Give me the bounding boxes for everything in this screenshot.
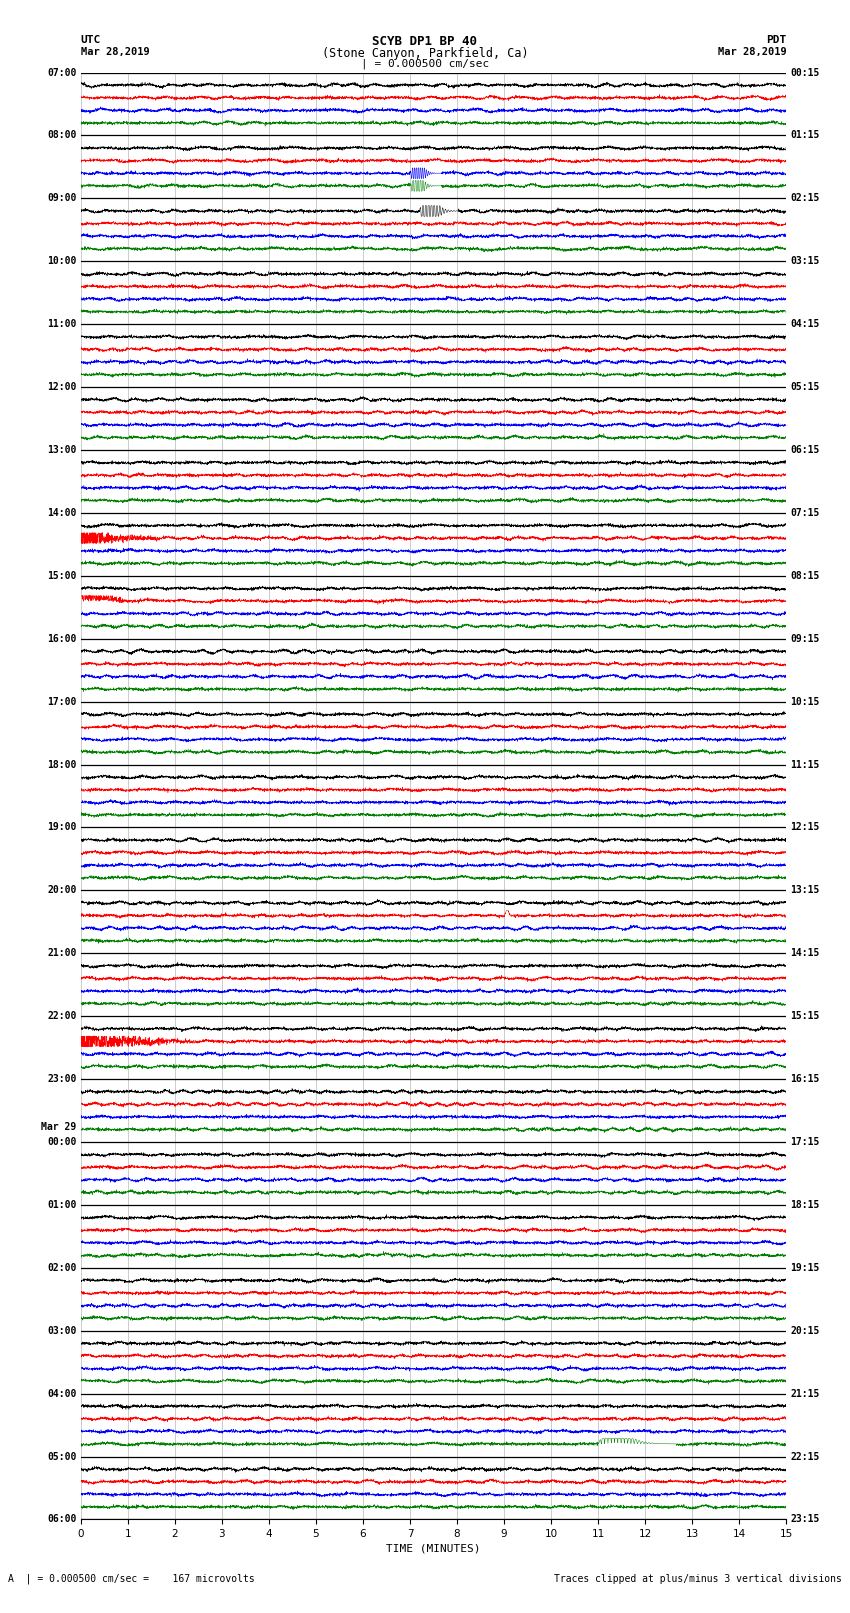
Text: 23:15: 23:15 <box>790 1515 820 1524</box>
Text: 12:15: 12:15 <box>790 823 820 832</box>
Text: (Stone Canyon, Parkfield, Ca): (Stone Canyon, Parkfield, Ca) <box>321 47 529 60</box>
Text: 18:00: 18:00 <box>47 760 76 769</box>
Text: Mar 28,2019: Mar 28,2019 <box>717 47 786 56</box>
Text: 22:15: 22:15 <box>790 1452 820 1461</box>
Text: 01:15: 01:15 <box>790 131 820 140</box>
Text: 06:15: 06:15 <box>790 445 820 455</box>
Text: 18:15: 18:15 <box>790 1200 820 1210</box>
Text: 14:15: 14:15 <box>790 948 820 958</box>
Text: 06:00: 06:00 <box>47 1515 76 1524</box>
Text: SCYB DP1 BP 40: SCYB DP1 BP 40 <box>372 35 478 48</box>
Text: 09:00: 09:00 <box>47 194 76 203</box>
Text: 10:15: 10:15 <box>790 697 820 706</box>
Text: 08:00: 08:00 <box>47 131 76 140</box>
Text: 08:15: 08:15 <box>790 571 820 581</box>
Text: 22:00: 22:00 <box>47 1011 76 1021</box>
Text: 05:15: 05:15 <box>790 382 820 392</box>
Text: 07:00: 07:00 <box>47 68 76 77</box>
Text: 00:00: 00:00 <box>47 1137 76 1147</box>
Text: 13:15: 13:15 <box>790 886 820 895</box>
Text: 14:00: 14:00 <box>47 508 76 518</box>
Text: 15:00: 15:00 <box>47 571 76 581</box>
Text: 04:00: 04:00 <box>47 1389 76 1398</box>
Text: 09:15: 09:15 <box>790 634 820 644</box>
Text: Traces clipped at plus/minus 3 vertical divisions: Traces clipped at plus/minus 3 vertical … <box>553 1574 842 1584</box>
Text: 17:15: 17:15 <box>790 1137 820 1147</box>
Text: 02:00: 02:00 <box>47 1263 76 1273</box>
X-axis label: TIME (MINUTES): TIME (MINUTES) <box>386 1544 481 1553</box>
Text: 01:00: 01:00 <box>47 1200 76 1210</box>
Text: Mar 29: Mar 29 <box>42 1123 76 1132</box>
Text: 05:00: 05:00 <box>47 1452 76 1461</box>
Text: 23:00: 23:00 <box>47 1074 76 1084</box>
Text: 20:00: 20:00 <box>47 886 76 895</box>
Text: 10:00: 10:00 <box>47 256 76 266</box>
Text: 11:00: 11:00 <box>47 319 76 329</box>
Text: 19:15: 19:15 <box>790 1263 820 1273</box>
Text: Mar 28,2019: Mar 28,2019 <box>81 47 150 56</box>
Text: 02:15: 02:15 <box>790 194 820 203</box>
Text: 16:15: 16:15 <box>790 1074 820 1084</box>
Text: 15:15: 15:15 <box>790 1011 820 1021</box>
Text: 04:15: 04:15 <box>790 319 820 329</box>
Text: 19:00: 19:00 <box>47 823 76 832</box>
Text: | = 0.000500 cm/sec: | = 0.000500 cm/sec <box>361 58 489 69</box>
Text: 17:00: 17:00 <box>47 697 76 706</box>
Text: 00:15: 00:15 <box>790 68 820 77</box>
Text: 03:15: 03:15 <box>790 256 820 266</box>
Text: 13:00: 13:00 <box>47 445 76 455</box>
Text: 16:00: 16:00 <box>47 634 76 644</box>
Text: 07:15: 07:15 <box>790 508 820 518</box>
Text: A  | = 0.000500 cm/sec =    167 microvolts: A | = 0.000500 cm/sec = 167 microvolts <box>8 1573 255 1584</box>
Text: 21:00: 21:00 <box>47 948 76 958</box>
Text: 12:00: 12:00 <box>47 382 76 392</box>
Text: UTC: UTC <box>81 35 101 45</box>
Text: 20:15: 20:15 <box>790 1326 820 1336</box>
Text: 11:15: 11:15 <box>790 760 820 769</box>
Text: PDT: PDT <box>766 35 786 45</box>
Text: 03:00: 03:00 <box>47 1326 76 1336</box>
Text: 21:15: 21:15 <box>790 1389 820 1398</box>
